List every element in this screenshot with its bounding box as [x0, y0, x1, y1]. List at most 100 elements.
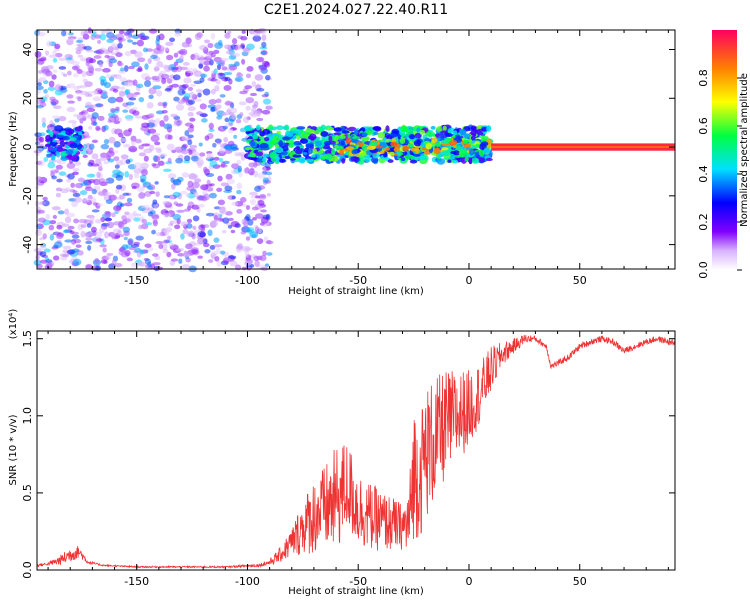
spectrogram-cell	[131, 61, 140, 68]
spectrogram-cell	[196, 195, 205, 201]
spectrogram-cell	[131, 140, 136, 147]
spectrogram-cell	[166, 235, 172, 241]
spectrogram-cell	[193, 98, 202, 102]
spectrogram-cell	[262, 250, 267, 257]
spectrogram-cell	[192, 151, 200, 157]
spectrogram-cell	[75, 90, 81, 95]
spectrogram-cell	[444, 132, 453, 138]
spectrogram-cell	[326, 146, 331, 150]
spectrogram-cell	[181, 135, 189, 142]
spectrogram-cell	[87, 194, 93, 200]
spectrogram-cell	[154, 141, 161, 146]
spectrogram-cell	[126, 92, 134, 99]
spectrogram-cell	[185, 223, 193, 229]
spectrogram-cell	[328, 135, 333, 143]
spectrogram-cell	[49, 234, 55, 241]
spectrogram-cell	[117, 229, 122, 236]
spectrogram-cell	[77, 131, 83, 136]
spectrogram-cell	[227, 140, 235, 147]
spectrogram-cell	[142, 184, 147, 188]
spectrogram-cell	[105, 199, 113, 205]
spectrogram-cell	[37, 82, 42, 87]
spectrogram-cell	[157, 101, 164, 107]
spectrogram-cell	[167, 157, 172, 163]
spectrogram-cell	[71, 137, 77, 142]
spectrogram-cell	[236, 182, 243, 190]
spectrogram-cell	[229, 260, 238, 267]
spectrogram-cell	[183, 92, 191, 100]
spectrogram-cell	[85, 237, 93, 241]
spectrogram-cell	[281, 145, 289, 152]
spectrogram-cell	[215, 104, 222, 110]
spectrogram-cell	[123, 202, 133, 207]
spectrogram-cell	[224, 117, 230, 123]
spectrogram-cell	[131, 106, 138, 111]
spectrogram-cell	[170, 113, 178, 118]
spectrogram-cell	[391, 128, 399, 134]
spectrogram-cell	[208, 128, 215, 133]
spectrogram-cell	[238, 101, 247, 106]
spectrogram-cell	[193, 70, 203, 77]
spectrogram-cell	[45, 259, 53, 263]
spectrogram-cell	[103, 161, 109, 165]
spectrogram-cell	[254, 226, 260, 234]
spectrogram-cell	[259, 142, 269, 149]
spectrogram-cell	[351, 149, 358, 155]
spectrogram-cell	[48, 130, 54, 135]
spectrogram-cell	[115, 174, 124, 181]
spectrogram-cell	[214, 108, 220, 113]
spectrogram-cell	[52, 57, 58, 63]
spectrogram-cell	[144, 63, 149, 70]
spectrogram-cell	[199, 44, 208, 51]
spectrogram-cell	[138, 192, 146, 199]
spectrogram-cell	[225, 122, 234, 127]
spectrogram-cell	[60, 188, 69, 194]
spectrogram-cell	[78, 218, 88, 224]
spectrogram-cell	[86, 173, 96, 178]
spectrogram-cell	[263, 153, 271, 158]
spectrogram-cell	[216, 115, 223, 120]
spectrogram-cell	[179, 66, 189, 71]
spectrogram-cell	[101, 30, 106, 35]
snr-y-scale-label: (x10⁴)	[8, 309, 19, 340]
x-tick-label: -50	[349, 274, 367, 287]
spectrogram-cell	[315, 140, 323, 147]
spectrogram-cell	[230, 220, 240, 228]
spectrogram-cell	[85, 101, 92, 108]
spectrogram-cell	[436, 141, 441, 147]
spectrogram-cell	[96, 171, 101, 178]
spectrogram-cell	[246, 65, 254, 72]
spectrogram-cell	[225, 100, 231, 106]
spectrogram-cell	[221, 66, 228, 71]
spectrogram-cell	[334, 144, 339, 149]
spectrogram-cell	[41, 117, 47, 124]
spectrogram-cell	[361, 132, 368, 137]
spectrogram-cell	[210, 78, 218, 82]
spectrogram-cell	[187, 139, 193, 146]
spectrogram-cell	[41, 146, 48, 150]
spectrogram-cell	[278, 158, 286, 163]
snr-panel: -150 -100 -50 0 50 0.0 0.5 1.0 1.5 Height of st…	[8, 309, 676, 597]
spectrogram-cell	[192, 191, 199, 198]
spectrogram-cell	[176, 103, 185, 111]
spectrogram-cell	[372, 131, 379, 135]
spectrogram-cell	[99, 156, 108, 162]
spectrogram-cell	[95, 265, 102, 271]
spectrogram-cell	[248, 191, 258, 196]
spectrogram-cell	[340, 140, 345, 146]
y-tick-label: 0.5	[21, 484, 34, 502]
spectrogram-cell	[54, 125, 64, 132]
spectrogram-cell	[470, 129, 477, 137]
spectrogram-cell	[182, 62, 190, 66]
spectrogram-cell	[128, 173, 134, 181]
spectrogram-cell	[261, 109, 271, 115]
spectrogram-cell	[127, 39, 134, 43]
spectrogram-cell	[400, 157, 406, 162]
spectrogram-cell	[239, 90, 248, 95]
spectrogram-cell	[188, 91, 196, 99]
spectrogram-cell	[191, 181, 200, 189]
spectrogram-cell	[94, 67, 103, 72]
spectrogram-cell	[299, 138, 309, 144]
spectrogram-x-label: Height of straight line (km)	[288, 286, 424, 297]
spectrogram-cell	[112, 88, 119, 93]
